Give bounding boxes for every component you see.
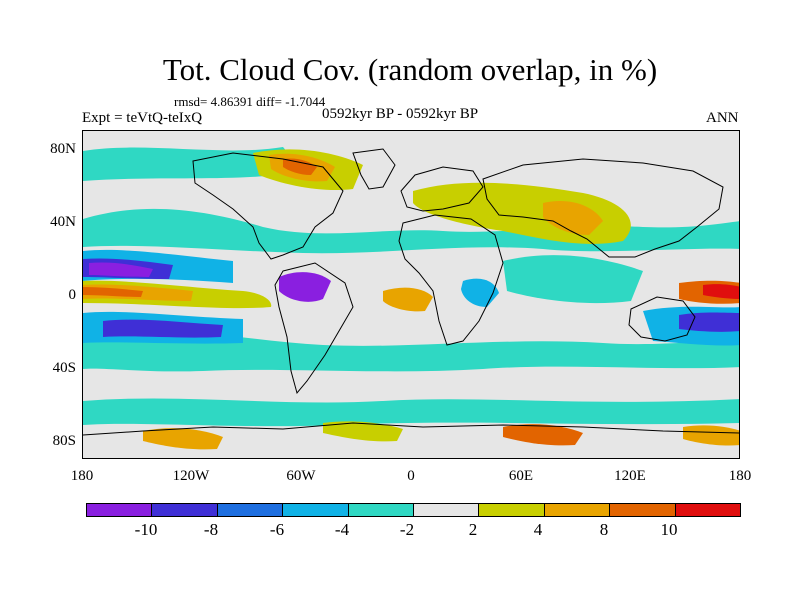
colorbar-segment	[543, 503, 611, 517]
africa-coast	[398, 214, 504, 346]
cloud-cover-difference-map	[82, 130, 740, 459]
anomaly-region	[83, 328, 739, 372]
europe-coast	[400, 166, 484, 212]
anomaly-region	[323, 421, 403, 442]
lon-tick-120w: 120W	[172, 468, 210, 484]
colorbar-label: -2	[399, 520, 415, 539]
period-label: 0592kyr BP - 0592kyr BP	[322, 106, 479, 122]
colorbar-label: 10	[660, 520, 678, 539]
anomaly-region	[543, 201, 603, 235]
anomaly-region	[143, 428, 223, 450]
anomaly-region	[83, 287, 143, 297]
anomaly-region	[279, 272, 331, 302]
colorbar-label: -6	[269, 520, 285, 539]
colorbar-segment	[282, 503, 349, 517]
north-america-coast	[192, 152, 344, 260]
antarctica-coast	[83, 422, 739, 436]
colorbar	[86, 503, 742, 517]
colorbar-segment	[478, 503, 545, 517]
colorbar-label: 2	[468, 520, 478, 539]
coastline-layer	[83, 148, 739, 436]
lon-tick-0: 0	[407, 468, 415, 484]
colorbar-label: -8	[203, 520, 219, 539]
colorbar-segment	[609, 503, 676, 517]
lon-tick-120e: 120E	[614, 468, 646, 484]
rmsd-diff-stats: rmsd= 4.86391 diff= -1.7044	[174, 94, 326, 109]
colorbar-label: 4	[533, 520, 543, 539]
lat-tick-eq: 0	[68, 287, 77, 303]
anomaly-region	[89, 262, 153, 277]
colorbar-label: -10	[134, 520, 158, 539]
south-america-coast	[274, 262, 354, 395]
anomaly-region	[83, 398, 739, 427]
anomaly-region	[83, 208, 739, 254]
lon-tick-60e: 60E	[508, 468, 534, 484]
australia-coast	[628, 296, 696, 342]
colorbar-segment	[86, 503, 153, 517]
colorbar-segment	[151, 503, 218, 517]
anomaly-region	[679, 312, 739, 332]
anomaly-region	[503, 424, 583, 446]
lon-tick-60w: 60W	[286, 468, 316, 484]
anomaly-region	[383, 287, 433, 312]
experiment-label: Expt = teVtQ-teIxQ	[82, 110, 203, 126]
anomaly-region	[683, 425, 739, 446]
colorbar-segment	[413, 503, 480, 517]
season-label: ANN	[706, 110, 739, 126]
colorbar-segment	[347, 503, 415, 517]
lat-tick-80s: 80S	[52, 433, 76, 449]
lat-tick-80n: 80N	[50, 141, 76, 157]
lon-tick-180w: 180	[70, 468, 94, 484]
anomaly-region	[103, 319, 223, 338]
colorbar-segment	[216, 503, 284, 517]
colorbar-segment	[674, 503, 742, 517]
anomaly-region	[503, 255, 643, 304]
anomaly-region	[703, 284, 739, 299]
lat-tick-40s: 40S	[52, 360, 76, 376]
greenland-coast	[352, 148, 396, 190]
map-title: Tot. Cloud Cov. (random overlap, in %)	[162, 52, 658, 87]
anomaly-region	[283, 158, 317, 175]
colorbar-label: -4	[334, 520, 350, 539]
map-canvas	[83, 147, 739, 450]
colorbar-label: 8	[599, 520, 609, 539]
anomaly-field-layer	[83, 147, 739, 450]
lat-tick-40n: 40N	[50, 214, 76, 230]
lon-tick-180e: 180	[728, 468, 752, 484]
asia-coast	[482, 158, 724, 258]
